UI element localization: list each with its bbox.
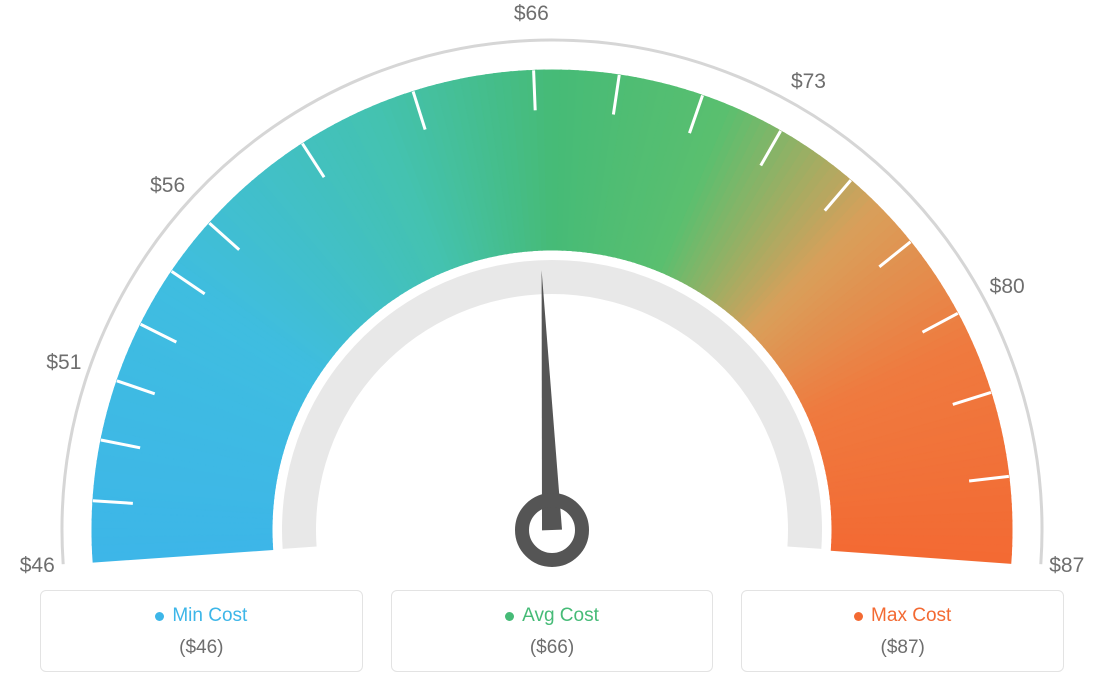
legend-value-avg: ($66) [402,637,703,659]
legend-label-max: Max Cost [871,605,951,627]
legend-dot-max [854,612,863,621]
legend-row: Min Cost ($46) Avg Cost ($66) Max Cost (… [40,590,1064,672]
legend-title-max: Max Cost [854,605,951,627]
legend-card-max: Max Cost ($87) [741,590,1064,672]
tick-label: $51 [46,351,81,375]
gauge-svg [0,0,1104,570]
legend-dot-avg [505,612,514,621]
legend-card-avg: Avg Cost ($66) [391,590,714,672]
legend-card-min: Min Cost ($46) [40,590,363,672]
legend-value-max: ($87) [752,637,1053,659]
tick-label: $56 [150,174,185,198]
gauge-chart-container: $46 $51 $56 $66 $73 $80 $87 Min Cost ($46) Avg… [0,0,1104,690]
tick-label: $80 [990,275,1025,299]
tick-label: $87 [1049,554,1084,578]
tick-label: $73 [791,70,826,94]
legend-label-min: Min Cost [172,605,247,627]
tick-label: $66 [514,2,549,26]
legend-title-min: Min Cost [155,605,247,627]
legend-dot-min [155,612,164,621]
legend-value-min: ($46) [51,637,352,659]
legend-label-avg: Avg Cost [522,605,599,627]
tick-label: $46 [20,554,55,578]
legend-title-avg: Avg Cost [505,605,599,627]
gauge-area: $46$51$56$66$73$80$87 [0,0,1104,570]
